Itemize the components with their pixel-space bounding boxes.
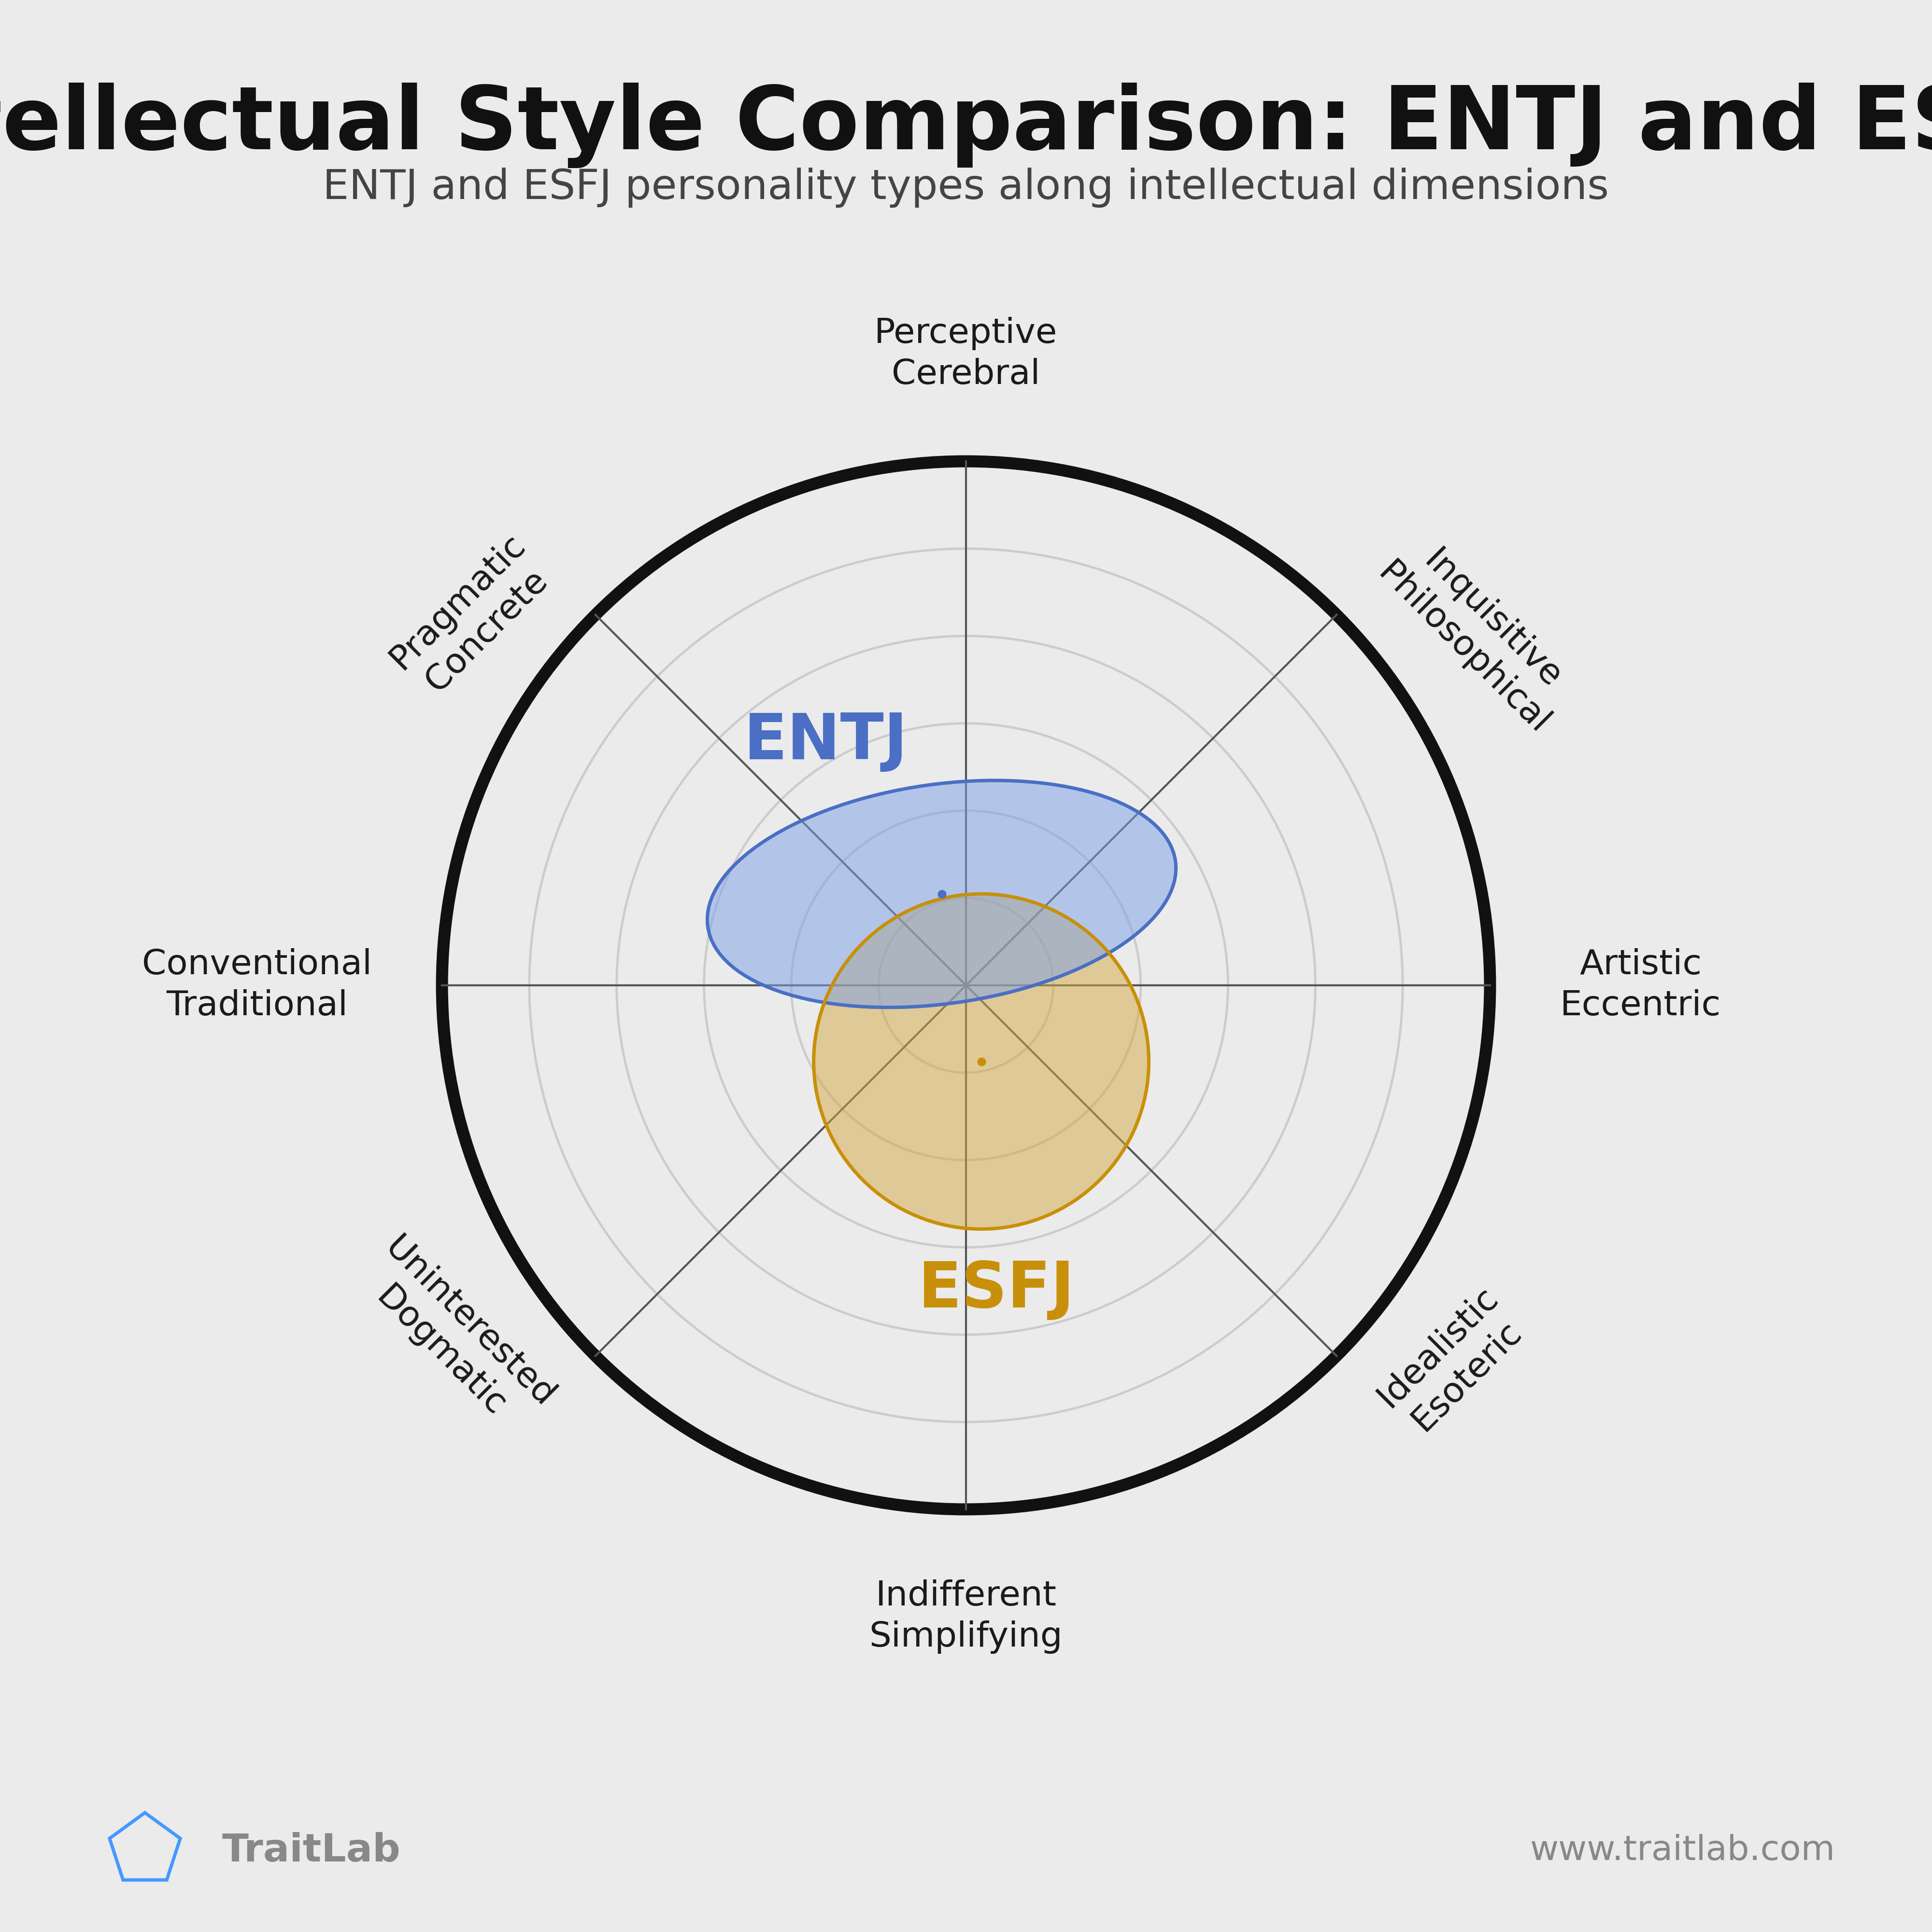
Text: www.traitlab.com: www.traitlab.com [1530,1833,1835,1868]
Ellipse shape [813,895,1150,1229]
Text: ENTJ: ENTJ [744,711,908,773]
Text: Uninterested
Dogmatic: Uninterested Dogmatic [350,1231,560,1443]
Text: Indifferent
Simplifying: Indifferent Simplifying [869,1578,1063,1654]
Text: ENTJ and ESFJ personality types along intellectual dimensions: ENTJ and ESFJ personality types along in… [323,168,1609,207]
Text: Conventional
Traditional: Conventional Traditional [143,949,373,1022]
Text: Perceptive
Cerebral: Perceptive Cerebral [875,317,1057,392]
Text: Inquisitive
Philosophical: Inquisitive Philosophical [1372,527,1584,742]
Text: Artistic
Eccentric: Artistic Eccentric [1561,949,1721,1022]
Text: Idealistic
Esoteric: Idealistic Esoteric [1372,1281,1534,1443]
Text: ESFJ: ESFJ [918,1260,1074,1321]
Text: TraitLab: TraitLab [222,1832,400,1870]
Text: Pragmatic
Concrete: Pragmatic Concrete [384,527,560,705]
Text: Intellectual Style Comparison: ENTJ and ESFJ: Intellectual Style Comparison: ENTJ and … [0,83,1932,168]
Ellipse shape [707,781,1177,1007]
